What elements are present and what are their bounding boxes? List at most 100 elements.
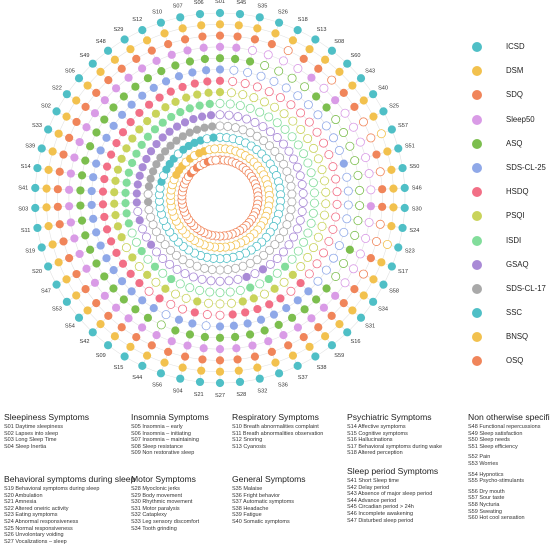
data-dot	[252, 255, 262, 265]
data-dot	[248, 341, 257, 350]
data-dot	[142, 154, 151, 164]
spoke-label: S07	[173, 4, 183, 10]
symptom-item: S28 Myoclonic jerks	[131, 486, 180, 492]
symptom-item: S60 Hot cool sensation	[468, 515, 525, 522]
symptom-item: S36 Fright behavior	[232, 492, 280, 499]
data-dot	[263, 50, 273, 60]
data-dot	[70, 234, 79, 243]
data-dot	[313, 154, 323, 164]
symptom-item: S06 Insomnia – initiating	[131, 430, 191, 437]
data-dot	[160, 29, 169, 38]
spoke-label: S41	[18, 185, 28, 191]
symptom-item: S53 Worries	[468, 460, 499, 467]
data-dot	[149, 83, 158, 92]
data-dot	[117, 154, 126, 163]
data-dot	[142, 36, 152, 45]
data-dot	[226, 88, 236, 98]
legend-item: SDS-CL-17	[470, 283, 550, 308]
data-dot	[100, 96, 109, 105]
data-dot	[343, 328, 352, 337]
spoke-label: S01	[215, 0, 225, 5]
data-dot	[299, 149, 309, 159]
data-dot	[131, 237, 141, 247]
data-dot	[270, 146, 280, 156]
group-items: S14 Affective symptoms S15 Cognitive symp…	[347, 424, 442, 457]
data-dot	[100, 272, 109, 281]
data-dot	[164, 347, 173, 356]
data-dot	[293, 296, 302, 305]
data-dot	[206, 276, 216, 286]
data-dot	[190, 308, 199, 317]
legend: ICSD DSM SDQ Sleep50 ASQ SDS-CL-25 HSDQ PSQI ISD…	[470, 42, 550, 381]
symptom-item: S26 Unvolontary voiding	[4, 532, 64, 539]
data-dot	[258, 265, 268, 274]
data-dot	[185, 128, 194, 137]
spoke-label: S54	[65, 324, 75, 330]
data-dot	[245, 103, 255, 113]
spoke-label: S51	[405, 143, 415, 149]
symptom-item: S10 Breath abnormalities complaint	[232, 424, 319, 430]
data-dot	[259, 289, 269, 299]
data-dot	[128, 253, 137, 262]
data-dot	[137, 140, 146, 150]
group-items: S41 Short Sleep time S42 Delay period S43 …	[347, 478, 438, 524]
legend-swatch	[472, 356, 482, 367]
data-dot	[156, 18, 166, 27]
symptom-item: S43 Absence of major sleep period	[347, 491, 433, 498]
symptom-item: S57 Sour taste	[468, 495, 505, 502]
data-dot	[81, 285, 90, 294]
data-dot	[278, 247, 288, 257]
data-dot	[306, 168, 316, 178]
group-motor: Motor Symptoms S28 Myoclonic jerks S29 Bo…	[131, 474, 199, 532]
spoke-label: S36	[278, 383, 288, 389]
data-dot	[165, 259, 175, 269]
data-dot	[242, 272, 251, 282]
spoke-label: S45	[236, 0, 246, 6]
data-dot	[279, 109, 289, 119]
data-dot	[89, 173, 98, 182]
data-dot	[150, 262, 160, 271]
data-dot	[87, 200, 96, 210]
data-dot	[215, 20, 225, 29]
data-dot	[117, 110, 127, 119]
data-dot	[322, 284, 331, 293]
symptom-item: S23 Eating symptoms	[4, 512, 58, 519]
data-dot	[72, 291, 81, 300]
symptom-item: S01 Daytime sleepiness	[4, 424, 64, 430]
data-dot	[231, 332, 240, 342]
data-dot	[299, 333, 308, 342]
data-dot	[342, 172, 352, 182]
data-dot	[275, 153, 285, 163]
symptom-item: S32 Cataplexy	[131, 512, 167, 519]
data-dot	[255, 13, 264, 22]
data-dot	[156, 320, 166, 330]
symptom-item: S03 Long Sleep Time	[4, 437, 57, 444]
data-dot	[65, 254, 74, 263]
data-dot	[281, 83, 291, 93]
data-dot	[135, 216, 144, 225]
data-dot	[303, 134, 313, 144]
data-dot	[252, 131, 262, 141]
data-dot	[332, 199, 342, 209]
data-dot	[197, 274, 207, 284]
data-dot	[197, 21, 206, 30]
data-dot	[245, 330, 255, 339]
data-dot	[233, 274, 243, 284]
symptom-item: S16 Hallucinations	[347, 437, 393, 444]
data-dot	[112, 139, 121, 148]
data-dot	[155, 93, 164, 102]
data-dot	[152, 56, 161, 65]
data-dot	[258, 122, 268, 132]
data-dot	[331, 291, 340, 300]
data-dot	[353, 170, 363, 180]
group-sleepiness: Sleepiness Symptoms S01 Daytime sleepine…	[4, 412, 89, 450]
data-dot	[150, 125, 160, 134]
data-dot	[183, 46, 192, 55]
legend-swatch	[472, 308, 482, 319]
data-dot	[235, 9, 245, 19]
data-dot	[148, 220, 158, 230]
data-dot	[65, 185, 74, 194]
legend-item: GSAQ	[470, 259, 550, 284]
data-dot	[289, 154, 299, 164]
spoke-label: S09	[96, 353, 106, 359]
